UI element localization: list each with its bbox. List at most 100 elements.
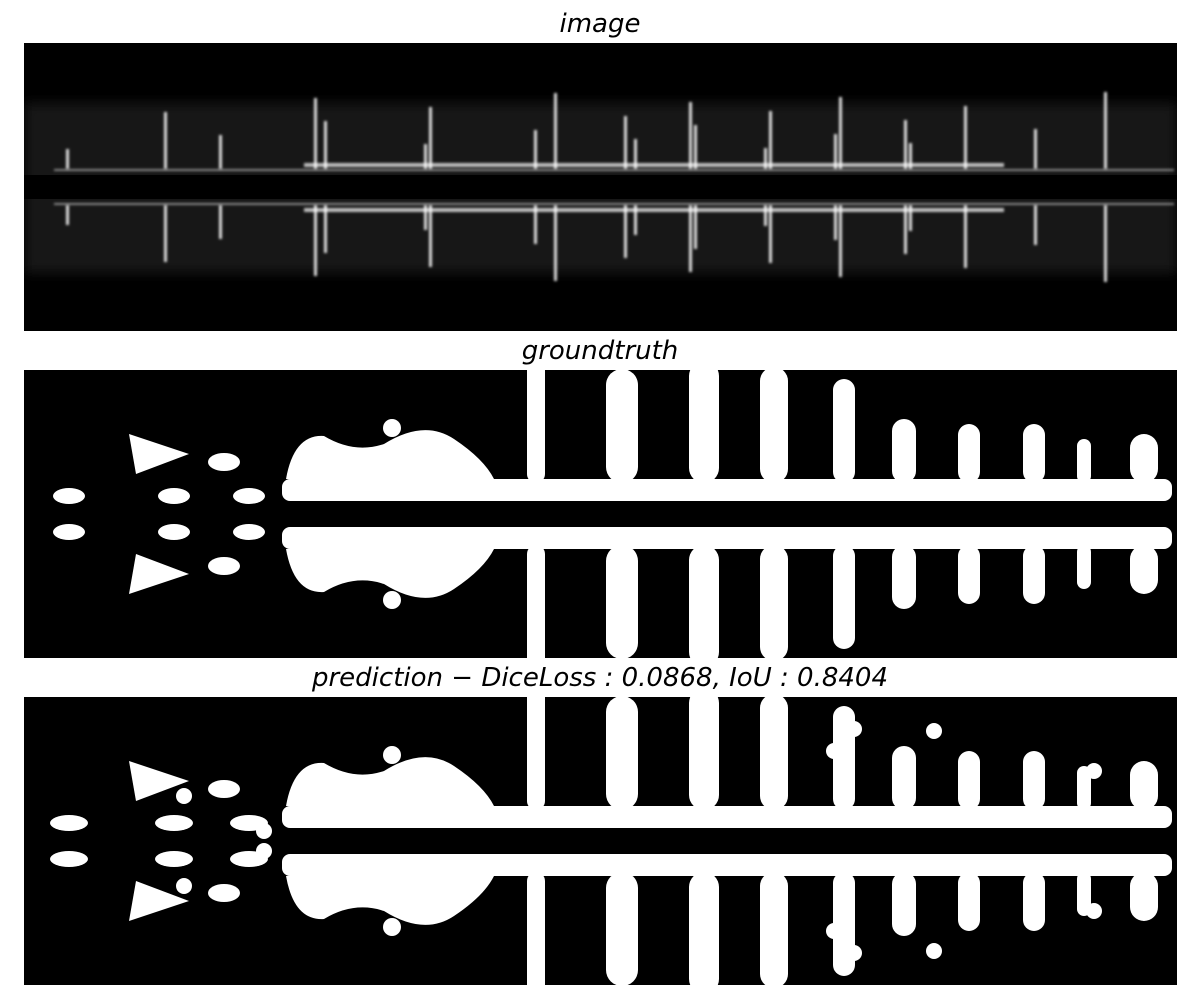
spectrogram-stroke xyxy=(839,205,842,277)
mask-blob xyxy=(129,761,189,801)
spectrogram-stroke xyxy=(1034,205,1037,245)
mask-blob xyxy=(158,488,190,504)
mask-blob xyxy=(208,557,240,575)
mask-column xyxy=(892,872,916,936)
spectrogram-stroke xyxy=(909,205,912,231)
prediction-panel-title: prediction − DiceLoss : 0.0868, IoU : 0.… xyxy=(311,663,888,693)
spectrogram-stroke xyxy=(314,205,317,276)
spectrogram-stroke xyxy=(764,205,767,226)
mask-column xyxy=(1130,545,1158,594)
mask-blob xyxy=(129,554,189,594)
mask-blob xyxy=(50,851,88,867)
mask-column xyxy=(527,697,545,810)
mask-blob xyxy=(53,488,85,504)
mask-column xyxy=(527,545,545,658)
spectrogram-stroke xyxy=(164,205,167,262)
mask-column xyxy=(1130,434,1158,483)
mask-blob xyxy=(846,721,862,737)
mask-blob xyxy=(129,881,189,921)
mask-blob xyxy=(155,815,193,831)
mask-column xyxy=(760,545,788,658)
spectrogram-stroke xyxy=(834,205,837,240)
spectrogram-stroke xyxy=(694,125,697,169)
mask-blob xyxy=(926,943,942,959)
mask-column xyxy=(527,370,545,483)
spectrogram-stroke xyxy=(624,205,627,258)
spectrogram-stroke xyxy=(904,120,907,169)
mask-column xyxy=(1023,545,1045,604)
spectrogram-stroke xyxy=(909,143,912,169)
mask-column xyxy=(892,419,916,483)
mask-column xyxy=(1023,424,1045,483)
mask-column xyxy=(606,370,638,483)
mask-column xyxy=(527,872,545,985)
spectrogram-stroke xyxy=(904,205,907,254)
spectrogram-stroke xyxy=(219,135,222,169)
mask-column xyxy=(833,545,855,649)
mask-blob xyxy=(846,945,862,961)
spectrogram-stroke xyxy=(689,102,692,169)
spectrogram-stroke xyxy=(534,205,537,244)
mask-column xyxy=(1023,872,1045,931)
spectrogram-stroke xyxy=(429,107,432,169)
mask-band xyxy=(282,527,1172,549)
mask-blob xyxy=(383,591,401,609)
spectrogram-stroke xyxy=(769,205,772,263)
spectrogram-stroke xyxy=(694,205,697,249)
mask-column xyxy=(1077,766,1091,810)
spectrogram-stroke xyxy=(534,130,537,169)
spectrogram-stroke xyxy=(66,149,69,169)
mask-column xyxy=(1130,761,1158,810)
mask-blob xyxy=(1086,903,1102,919)
mask-blob xyxy=(286,757,494,806)
mask-column xyxy=(689,697,719,810)
spectrogram-stroke xyxy=(66,205,69,225)
mask-blob xyxy=(286,876,494,925)
mask-blob xyxy=(158,524,190,540)
mask-column xyxy=(760,872,788,985)
spectrogram-stroke xyxy=(554,205,557,281)
mask-blob xyxy=(53,524,85,540)
mask-blob xyxy=(926,723,942,739)
mask-blob xyxy=(176,878,192,894)
mask-column xyxy=(892,746,916,810)
mask-blob xyxy=(208,780,240,798)
mask-column xyxy=(958,424,980,483)
mask-blob xyxy=(233,488,265,504)
spectrogram-stroke xyxy=(1104,92,1107,169)
spectrogram-stroke xyxy=(429,205,432,267)
mask-column xyxy=(606,697,638,810)
spectrogram-stroke xyxy=(324,121,327,169)
image-panel-title: image xyxy=(559,9,641,39)
mask-column xyxy=(606,545,638,658)
mask-column xyxy=(689,872,719,985)
spectrogram-stroke xyxy=(634,205,637,235)
mask-column xyxy=(833,379,855,483)
mask-blob xyxy=(208,884,240,902)
mask-column xyxy=(958,751,980,810)
spectrogram-stroke xyxy=(424,144,427,169)
spectrogram-stroke xyxy=(834,134,837,169)
spectrogram-stroke xyxy=(964,205,967,268)
spectrogram-stroke xyxy=(1034,129,1037,169)
mask-blob xyxy=(233,524,265,540)
mask-blob xyxy=(826,923,842,939)
mask-column xyxy=(1077,872,1091,916)
mask-column xyxy=(1077,439,1091,483)
mask-band xyxy=(282,854,1172,876)
mask-blob xyxy=(176,788,192,804)
prediction-mask xyxy=(24,697,1177,985)
spectrogram-stroke xyxy=(219,205,222,239)
groundtruth-panel-title: groundtruth xyxy=(521,336,679,366)
spectrogram-stroke xyxy=(964,106,967,169)
mask-blob xyxy=(286,430,494,479)
spectrogram-stroke xyxy=(689,205,692,272)
mask-blob xyxy=(208,453,240,471)
spectrogram-stroke xyxy=(764,148,767,169)
mask-blob xyxy=(383,419,401,437)
spectrogram-stroke xyxy=(624,116,627,169)
mask-column xyxy=(958,872,980,931)
mask-band xyxy=(282,479,1172,501)
mask-column xyxy=(1130,872,1158,921)
mask-column xyxy=(760,370,788,483)
